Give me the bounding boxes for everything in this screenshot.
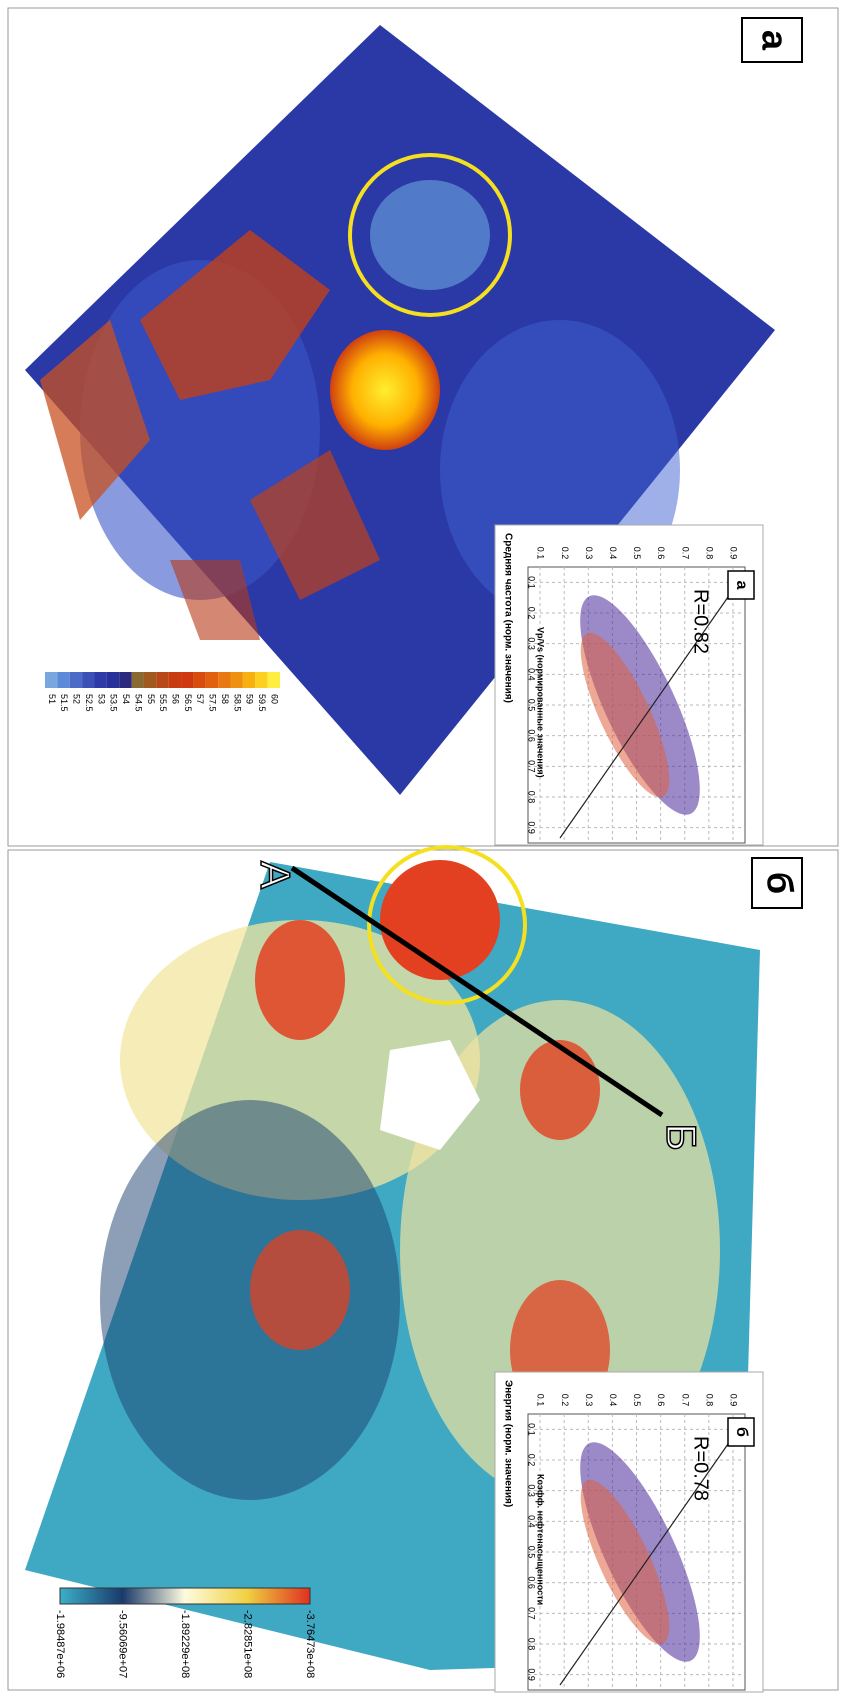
y-tick-label: 0.5: [527, 699, 537, 712]
colorbar-label: 54.5: [133, 694, 143, 712]
x-tick-label: 0.1: [536, 1394, 546, 1407]
inset-label: б: [733, 1427, 750, 1437]
x-tick-label: 0.4: [608, 547, 618, 560]
x-tick-label: 0.2: [560, 547, 570, 560]
colorbar-label: 59: [245, 694, 255, 704]
colorbar-swatch: [144, 672, 156, 688]
x-tick-label: 0.4: [608, 1394, 618, 1407]
colorbar-swatch: [82, 672, 94, 688]
y-tick-label: 0.6: [527, 729, 537, 742]
y-tick-label: 0.1: [527, 1423, 537, 1436]
point-label: Б: [658, 1123, 705, 1151]
colorbar-swatch: [94, 672, 106, 688]
panel-label: б: [759, 872, 800, 894]
x-tick-label: 0.7: [680, 547, 690, 560]
colorbar-label: 56: [170, 694, 180, 704]
colorbar-label: 53.5: [109, 694, 119, 712]
y-tick-label: 0.2: [527, 1454, 537, 1467]
x-tick-label: 0.9: [729, 1394, 739, 1407]
x-tick-label: 0.3: [584, 1394, 594, 1407]
colorbar-swatch: [70, 672, 82, 688]
y-tick-label: 0.7: [527, 1607, 537, 1620]
x-tick-label: 0.6: [656, 547, 666, 560]
colorbar-swatch: [169, 672, 181, 688]
colorbar-label: 57.5: [208, 694, 218, 712]
inset-label: а: [733, 581, 750, 590]
r-value: R=0.82: [690, 589, 712, 654]
y-tick-label: 0.6: [527, 1576, 537, 1589]
y-axis-title: Коэфф. нефтенасыщенности: [536, 1474, 546, 1605]
y-tick-label: 0.5: [527, 1546, 537, 1559]
x-axis-title: Энергия (норм. значения): [502, 1380, 513, 1507]
x-tick-label: 0.5: [632, 1394, 642, 1407]
colorbar-label: 51: [47, 694, 57, 704]
y-tick-label: 0.3: [527, 637, 537, 650]
colorbar-label: -1.89229e+08: [179, 1610, 191, 1678]
colorbar-label: 51.5: [59, 694, 69, 712]
colorbar-label: 60: [269, 694, 279, 704]
x-tick-label: 0.8: [704, 1394, 714, 1407]
colorbar-label: 56.5: [183, 694, 193, 712]
colorbar-label: 58: [220, 694, 230, 704]
colorbar-swatch: [218, 672, 230, 688]
colorbar-swatch: [57, 672, 69, 688]
x-tick-label: 0.7: [680, 1394, 690, 1407]
colorbar-swatch: [231, 672, 243, 688]
y-axis-title: Vp/Vs (нормированные значения): [536, 627, 546, 778]
colorbar-label: 54: [121, 694, 131, 704]
page: а 5151.55252.55353.55454.55555.55656.557…: [0, 0, 841, 1697]
colorbar-label: -1.98487e+06: [54, 1610, 66, 1678]
colorbar-swatch: [243, 672, 255, 688]
y-tick-label: 0.4: [527, 668, 537, 681]
x-axis-title: Средняя частота (норм. значения): [502, 533, 513, 703]
scatter-inset: 0.1 0.2 0.3 0.4 0.5 0.6 0.7 0.8 0.9 0.1 0.2 0.3 0.4 0…: [495, 525, 763, 845]
x-tick-label: 0.2: [560, 1394, 570, 1407]
colorbar-swatch: [268, 672, 280, 688]
x-tick-label: 0.3: [584, 547, 594, 560]
y-tick-label: 0.8: [527, 791, 537, 804]
y-tick-label: 0.2: [527, 607, 537, 620]
colorbar-swatch: [255, 672, 267, 688]
colorbar-label: -9.56069e+07: [117, 1610, 129, 1678]
colorbar-swatch: [107, 672, 119, 688]
y-tick-label: 0.3: [527, 1484, 537, 1497]
scatter-inset: 0.1 0.2 0.3 0.4 0.5 0.6 0.7 0.8 0.9 0.1 0.2 0.3 0.4 0…: [495, 1372, 763, 1692]
colorbar-swatch: [156, 672, 168, 688]
x-tick-label: 0.1: [536, 547, 546, 560]
colorbar-swatch: [132, 672, 144, 688]
x-tick-label: 0.9: [729, 547, 739, 560]
colorbar-label: 55: [146, 694, 156, 704]
colorbar-label: -2.82851e+08: [242, 1610, 254, 1678]
colorbar-label: -3.76473e+08: [304, 1610, 316, 1678]
y-tick-label: 0.4: [527, 1515, 537, 1528]
colorbar-label: 58.5: [232, 694, 242, 712]
colorbar-swatch: [45, 672, 57, 688]
y-tick-label: 0.8: [527, 1638, 537, 1651]
colorbar-label: 53: [96, 694, 106, 704]
colorbar-label: 52: [72, 694, 82, 704]
y-tick-label: 0.9: [527, 1668, 537, 1681]
figure: а 5151.55252.55353.55454.55555.55656.557…: [0, 0, 841, 1697]
y-tick-label: 0.7: [527, 760, 537, 773]
colorbar-label: 57: [195, 694, 205, 704]
x-tick-label: 0.5: [632, 547, 642, 560]
colorbar-swatch: [119, 672, 131, 688]
colorbar: [60, 1588, 310, 1604]
colorbar-label: 59.5: [257, 694, 267, 712]
panel-label: а: [754, 30, 795, 51]
y-tick-label: 0.9: [527, 821, 537, 834]
colorbar-label: 55.5: [158, 694, 168, 712]
colorbar-swatch: [193, 672, 205, 688]
colorbar-label: 52.5: [84, 694, 94, 712]
y-tick-label: 0.1: [527, 576, 537, 589]
x-tick-label: 0.8: [704, 547, 714, 560]
x-tick-label: 0.6: [656, 1394, 666, 1407]
point-label: А: [252, 861, 299, 889]
colorbar-swatch: [206, 672, 218, 688]
colorbar-swatch: [181, 672, 193, 688]
r-value: R=0.78: [690, 1436, 712, 1501]
